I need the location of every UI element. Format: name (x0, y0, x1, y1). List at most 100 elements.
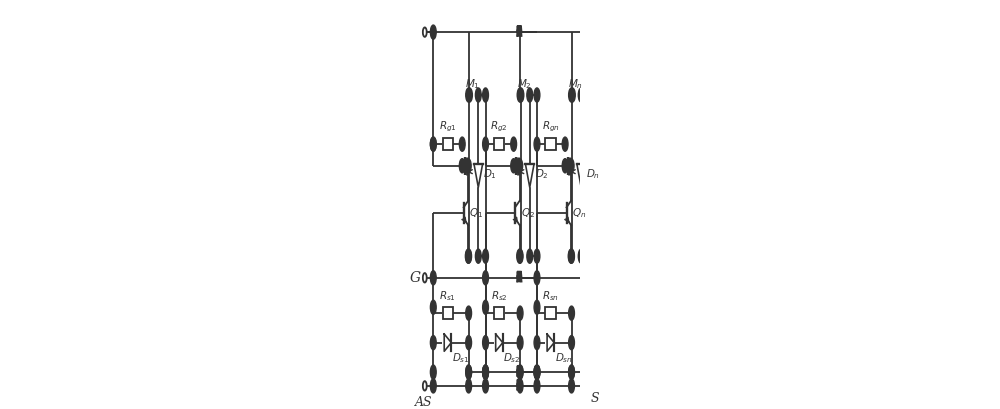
Circle shape (466, 306, 472, 320)
Circle shape (569, 335, 574, 350)
Circle shape (568, 249, 574, 263)
Circle shape (459, 159, 465, 173)
Circle shape (534, 365, 540, 379)
Circle shape (578, 249, 584, 263)
Polygon shape (525, 164, 534, 187)
Bar (494, 138, 504, 150)
Circle shape (569, 365, 574, 379)
Text: $R_{g1}$: $R_{g1}$ (439, 120, 457, 134)
Text: $R_{g2}$: $R_{g2}$ (490, 120, 508, 134)
Circle shape (569, 306, 574, 320)
Circle shape (527, 88, 533, 102)
Text: $M_2$: $M_2$ (517, 77, 532, 91)
Circle shape (527, 249, 533, 263)
Circle shape (517, 249, 523, 263)
Circle shape (475, 88, 481, 102)
Circle shape (569, 88, 574, 102)
Circle shape (466, 249, 472, 263)
Circle shape (569, 88, 575, 102)
Circle shape (465, 249, 471, 263)
Circle shape (568, 159, 574, 173)
Circle shape (534, 249, 540, 263)
Circle shape (430, 271, 436, 285)
Circle shape (466, 335, 472, 350)
Circle shape (562, 137, 568, 151)
Circle shape (569, 249, 574, 263)
Circle shape (569, 379, 574, 393)
Circle shape (586, 249, 591, 263)
Circle shape (511, 137, 517, 151)
Circle shape (586, 88, 591, 102)
Text: $M_1$: $M_1$ (465, 77, 480, 91)
Circle shape (562, 159, 568, 173)
Circle shape (430, 365, 436, 379)
Circle shape (483, 365, 488, 379)
Circle shape (466, 365, 472, 379)
Circle shape (430, 379, 436, 393)
Bar (443, 138, 453, 150)
Bar (545, 307, 556, 319)
Circle shape (517, 88, 523, 102)
Circle shape (483, 137, 488, 151)
Bar (494, 307, 504, 319)
Text: $D_{s1}$: $D_{s1}$ (452, 351, 470, 365)
Circle shape (483, 88, 488, 102)
Text: $Q_n$: $Q_n$ (572, 206, 586, 220)
Circle shape (517, 379, 523, 393)
Circle shape (466, 88, 472, 102)
Text: $Q_1$: $Q_1$ (469, 206, 483, 220)
Circle shape (569, 365, 574, 379)
Circle shape (483, 300, 488, 315)
Circle shape (466, 379, 472, 393)
Text: $R_{s2}$: $R_{s2}$ (491, 290, 508, 303)
Circle shape (459, 137, 465, 151)
Circle shape (517, 365, 523, 379)
Circle shape (534, 137, 540, 151)
Circle shape (534, 335, 540, 350)
Text: $Q_2$: $Q_2$ (521, 206, 535, 220)
Circle shape (534, 365, 540, 379)
Circle shape (534, 271, 540, 285)
Text: $D_{sn}$: $D_{sn}$ (555, 351, 573, 365)
Text: $D_n$: $D_n$ (586, 167, 600, 180)
Circle shape (467, 88, 472, 102)
Circle shape (517, 249, 523, 263)
Circle shape (483, 249, 488, 263)
Circle shape (430, 25, 436, 39)
Circle shape (534, 365, 540, 379)
Text: S: S (591, 392, 599, 405)
Circle shape (517, 306, 523, 320)
Text: $D_2$: $D_2$ (535, 167, 548, 180)
Circle shape (483, 365, 488, 379)
Circle shape (483, 335, 488, 350)
Circle shape (483, 271, 488, 285)
Circle shape (483, 365, 488, 379)
Polygon shape (474, 164, 483, 187)
Text: $M_n$: $M_n$ (568, 77, 583, 91)
Circle shape (586, 365, 591, 379)
Text: $D_1$: $D_1$ (483, 167, 497, 180)
Circle shape (518, 88, 524, 102)
Text: $R_{s1}$: $R_{s1}$ (439, 290, 456, 303)
Circle shape (465, 159, 471, 173)
Text: $R_{sn}$: $R_{sn}$ (542, 290, 559, 303)
Circle shape (430, 137, 436, 151)
Text: $R_{gn}$: $R_{gn}$ (542, 120, 560, 134)
Bar (545, 138, 556, 150)
Circle shape (578, 88, 584, 102)
Circle shape (430, 335, 436, 350)
Circle shape (475, 249, 481, 263)
Circle shape (511, 159, 517, 173)
Text: AS: AS (415, 396, 433, 409)
Polygon shape (444, 334, 451, 351)
Polygon shape (496, 334, 503, 351)
Circle shape (517, 365, 523, 379)
Circle shape (517, 159, 523, 173)
Polygon shape (577, 164, 586, 187)
Circle shape (534, 88, 540, 102)
Polygon shape (547, 334, 554, 351)
Circle shape (430, 300, 436, 315)
Text: $D_{s2}$: $D_{s2}$ (503, 351, 521, 365)
Text: G: G (410, 271, 421, 285)
Circle shape (517, 335, 523, 350)
